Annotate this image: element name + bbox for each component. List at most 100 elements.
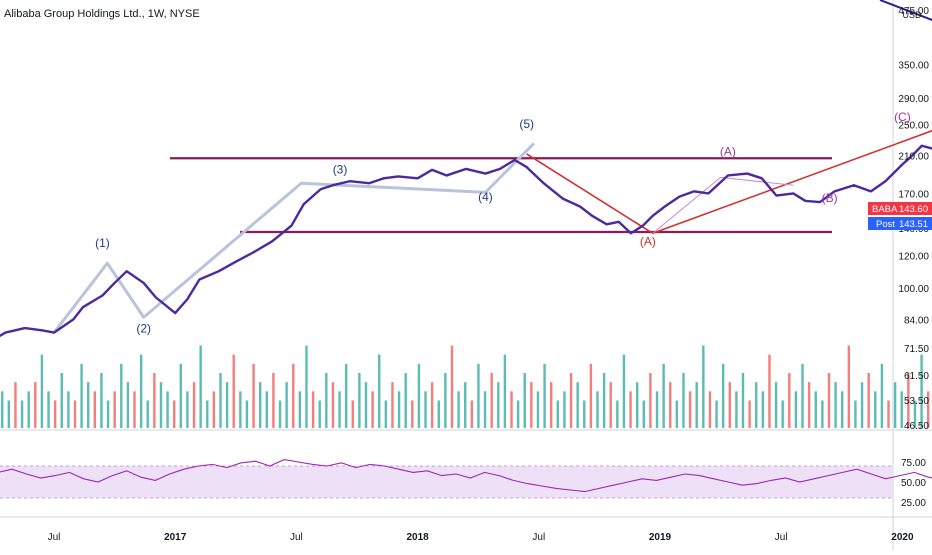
price-tick: 46.50: [904, 421, 929, 432]
volume-bar: [860, 382, 864, 428]
volume-bar: [774, 382, 778, 428]
last-price-badge: [868, 202, 932, 215]
volume-bar: [847, 345, 851, 428]
volume-bar: [120, 363, 123, 428]
volume-bar: [556, 400, 560, 428]
volume-bar: [649, 373, 652, 428]
volume-bar: [364, 382, 368, 428]
volume-bar: [530, 382, 533, 428]
volume-bar: [609, 382, 612, 428]
volume-bar: [834, 382, 837, 428]
volume-bar: [926, 391, 930, 428]
volume-bar: [807, 382, 811, 428]
volume-bar: [768, 354, 771, 428]
volume-bar: [900, 391, 903, 428]
volume-bar: [113, 391, 116, 428]
volume-bar: [814, 391, 817, 428]
price-tick: 475.00: [898, 6, 929, 17]
volume-bar: [292, 363, 295, 428]
volume-bar: [265, 391, 268, 428]
volume-bar: [371, 391, 374, 428]
volume-bar: [536, 391, 540, 428]
volume-bar: [1, 391, 4, 428]
volume-bar: [702, 345, 705, 428]
volume-bar: [384, 400, 388, 428]
volume-bar: [437, 400, 440, 428]
volume-bar: [7, 400, 11, 428]
volume-bar: [411, 400, 414, 428]
price-tick: 120.00: [898, 252, 929, 263]
wave-label: (4): [478, 190, 493, 204]
volume-bar: [232, 354, 235, 428]
volume-bar: [60, 373, 63, 428]
volume-bar: [841, 391, 844, 428]
volume-bar: [179, 363, 183, 428]
volume-bar: [655, 391, 659, 428]
volume-bar: [80, 363, 83, 428]
rsi-tick: 75.00: [901, 458, 926, 469]
volume-bar: [827, 373, 831, 428]
price-line: [0, 144, 932, 338]
rsi-tick: 25.00: [901, 498, 926, 509]
volume-bar: [225, 382, 229, 428]
volume-bar: [219, 373, 222, 428]
volume-bar: [457, 391, 460, 428]
volume-bar: [490, 373, 493, 428]
volume-bar: [576, 382, 579, 428]
volume-bar: [73, 400, 77, 428]
volume-bar: [159, 382, 163, 428]
volume-bar: [331, 382, 335, 428]
time-tick: Jul: [532, 532, 545, 543]
price-tick: 210.00: [898, 152, 929, 163]
volume-bar: [735, 391, 738, 428]
rsi-tick: 50.00: [901, 478, 926, 489]
volume-bar: [483, 391, 487, 428]
price-tick: 84.00: [904, 315, 929, 326]
volume-bar: [93, 391, 97, 428]
price-tick: 61.50: [904, 371, 929, 382]
volume-bar: [755, 382, 758, 428]
abc-correction-path: [526, 129, 932, 235]
volume-bar: [27, 391, 30, 428]
volume-bar: [675, 400, 679, 428]
volume-bar: [854, 400, 857, 428]
volume-bar: [893, 382, 897, 428]
volume-bar: [391, 382, 394, 428]
volume-bar: [516, 400, 520, 428]
volume-bar: [100, 373, 103, 428]
volume-bar: [907, 373, 910, 428]
volume-bar: [14, 382, 17, 428]
volume-bar: [430, 382, 434, 428]
volume-bar: [682, 373, 685, 428]
wave-label: (5): [519, 117, 534, 131]
time-tick: Jul: [775, 532, 788, 543]
time-tick: 2019: [649, 532, 672, 543]
volume-bar: [106, 400, 110, 428]
volume-bar: [788, 373, 791, 428]
volume-bar: [880, 363, 884, 428]
volume-bar: [589, 363, 593, 428]
volume-bar: [172, 400, 176, 428]
volume-bar: [464, 382, 467, 428]
volume-bar: [245, 400, 249, 428]
volume-bar: [146, 400, 149, 428]
last-price-value: 143.60: [899, 204, 928, 215]
volume-bar: [510, 391, 513, 428]
time-tick: 2017: [164, 532, 187, 543]
volume-bar: [252, 363, 255, 428]
volume-bar: [444, 373, 447, 428]
volume-bar: [563, 391, 566, 428]
wave-label: (1): [95, 236, 110, 250]
post-price-badge: [868, 217, 932, 230]
volume-bar: [166, 391, 169, 428]
volume-bar: [258, 382, 262, 428]
volume-bars: [1, 345, 930, 428]
volume-bar: [622, 354, 626, 428]
price-tick: 71.50: [904, 344, 929, 355]
volume-bar: [821, 400, 824, 428]
currency-label: USD: [902, 10, 922, 20]
volume-bar: [126, 382, 130, 428]
volume-bar: [748, 400, 751, 428]
